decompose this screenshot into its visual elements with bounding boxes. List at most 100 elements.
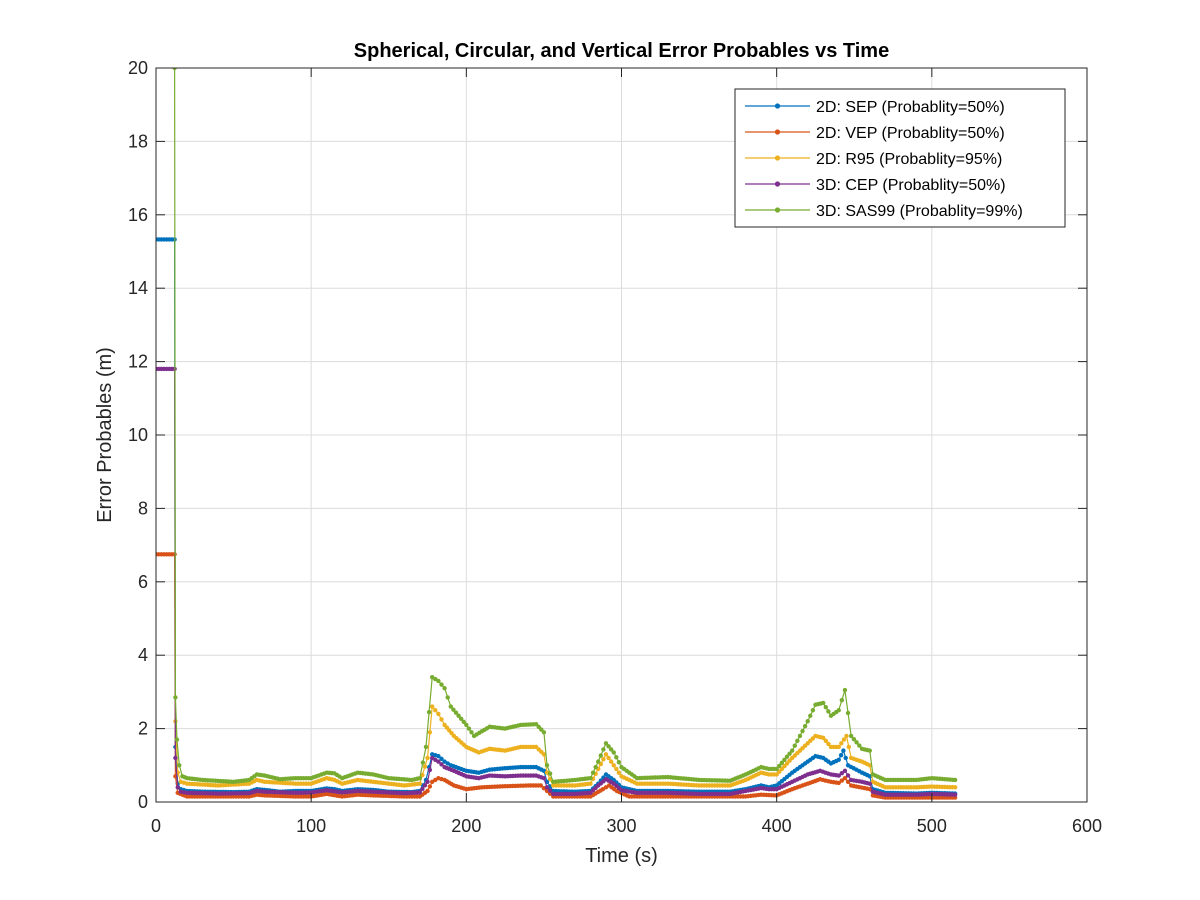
data-point: [466, 726, 472, 731]
data-point: [800, 728, 805, 734]
y-tick-label: 2: [138, 719, 148, 739]
data-point: [836, 757, 841, 762]
legend-swatch-marker: [774, 129, 781, 135]
data-point: [845, 773, 851, 778]
data-point: [867, 781, 872, 786]
data-point: [784, 754, 790, 759]
data-point: [857, 743, 862, 748]
data-point: [836, 780, 841, 786]
data-point: [851, 736, 857, 742]
data-point: [782, 757, 787, 762]
data-point: [433, 708, 438, 713]
data-point: [439, 717, 444, 722]
data-point: [458, 716, 464, 722]
legend-label: 3D: SAS99 (Probablity=99%): [816, 203, 1023, 220]
data-point: [541, 752, 547, 757]
legend-label: 2D: SEP (Probablity=50%): [816, 99, 1005, 116]
data-point: [777, 769, 782, 774]
data-point: [588, 781, 593, 786]
data-point: [442, 686, 447, 691]
data-point: [420, 760, 426, 765]
data-point: [427, 767, 433, 773]
data-point: [173, 695, 178, 700]
data-point: [425, 788, 430, 794]
x-axis-label: Time (s): [585, 845, 658, 867]
series-5: [172, 68, 958, 785]
data-point: [422, 764, 428, 769]
data-point: [842, 768, 848, 773]
legend-swatch-marker: [774, 155, 781, 161]
data-point: [436, 678, 441, 684]
data-point: [453, 710, 459, 715]
data-point: [448, 704, 454, 709]
data-point: [544, 763, 550, 768]
data-point: [422, 783, 428, 788]
data-point: [823, 704, 828, 710]
data-point: [839, 697, 845, 703]
data-point: [810, 708, 816, 713]
data-point: [603, 741, 609, 746]
data-point: [174, 737, 180, 742]
data-point: [787, 751, 792, 756]
data-point: [461, 719, 466, 725]
data-point: [177, 763, 182, 768]
data-point: [427, 784, 433, 789]
data-point: [590, 770, 596, 775]
data-point: [436, 711, 441, 717]
data-point: [844, 733, 849, 739]
data-point: [784, 761, 790, 766]
data-point: [606, 755, 611, 761]
data-point: [614, 766, 619, 772]
data-point: [787, 758, 792, 763]
legend-label: 3D: CEP (Probablity=50%): [816, 177, 1006, 194]
series-layer: [156, 68, 958, 800]
data-point: [805, 719, 810, 724]
data-point: [826, 741, 831, 747]
data-point: [614, 755, 619, 760]
data-point: [616, 760, 622, 765]
data-point: [839, 770, 845, 776]
data-point: [420, 786, 425, 792]
data-point: [777, 763, 782, 769]
data-point: [593, 764, 598, 770]
data-point: [848, 733, 854, 739]
data-point: [608, 747, 614, 752]
data-point: [606, 744, 611, 749]
data-point: [843, 755, 848, 761]
data-point: [445, 695, 450, 700]
data-point: [541, 775, 547, 781]
data-point: [841, 748, 846, 753]
data-point: [601, 747, 606, 752]
data-point: [836, 708, 841, 713]
legend-item: 2D: SEP (Probablity=50%): [745, 99, 1005, 116]
legend-item: 2D: R95 (Probablity=95%): [745, 151, 1002, 168]
y-tick-label: 14: [128, 278, 148, 298]
data-point: [547, 788, 553, 793]
data-point: [808, 713, 813, 718]
data-point: [774, 766, 779, 772]
data-point: [608, 759, 614, 764]
data-point: [952, 785, 958, 790]
data-point: [417, 775, 422, 781]
legend-swatch-marker: [774, 207, 781, 213]
data-point: [426, 709, 432, 715]
y-tick-label: 18: [128, 131, 148, 151]
data-point: [867, 748, 872, 753]
legend-swatch-marker: [774, 181, 781, 187]
x-tick-label: 100: [296, 816, 326, 836]
data-point: [430, 704, 435, 709]
y-tick-label: 12: [128, 352, 148, 372]
data-point: [456, 713, 461, 718]
data-point: [774, 772, 779, 777]
data-point: [952, 777, 958, 783]
series-3: [173, 704, 958, 790]
data-point: [417, 790, 422, 795]
data-point: [854, 740, 859, 745]
data-point: [867, 763, 872, 768]
data-point: [841, 737, 847, 742]
x-tick-label: 0: [151, 816, 161, 836]
legend-item: 3D: CEP (Probablity=50%): [745, 177, 1006, 194]
axis-ticks: 0 100 200 300 400 500 600 0 2 4 6 8 10 12 14 16 18 20: [128, 58, 1102, 836]
data-point: [541, 730, 547, 735]
data-point: [439, 682, 444, 687]
